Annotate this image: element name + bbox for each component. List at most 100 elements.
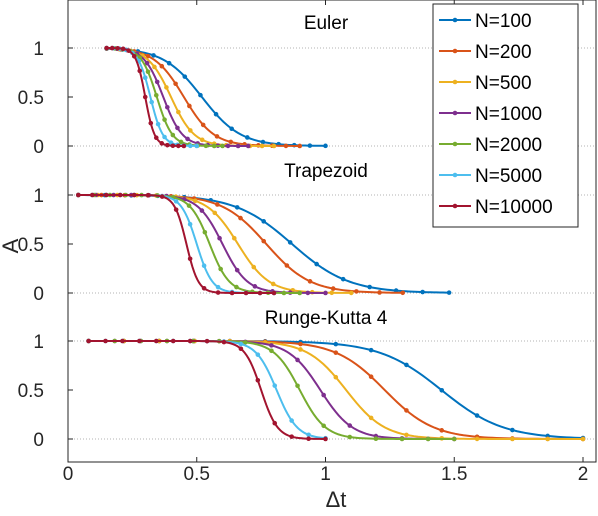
euler-series-n-10000-point (142, 94, 148, 100)
euler-series-n-5000-point (194, 143, 200, 149)
trapezoid-series-n-5000-point (201, 263, 207, 269)
euler-series-n-2000-point (145, 69, 151, 74)
x-tick-label: 1.5 (441, 464, 467, 485)
runge-kutta-4-series-n-5000-point (238, 341, 244, 347)
trapezoid-series-n-500-point (212, 210, 218, 216)
x-tick-label: 0.5 (184, 464, 210, 485)
euler-series-n-1000-point (154, 79, 160, 85)
runge-kutta-4-series-n-10000-point (137, 338, 142, 344)
trapezoid-series-n-200-point (377, 290, 382, 295)
euler-series-n-10000-point (159, 141, 165, 146)
legend-item-n-200-marker (452, 48, 458, 54)
runge-kutta-4-series-n-10000-point (221, 339, 227, 345)
euler-y-tick-label: 1 (33, 39, 44, 60)
trapezoid-series-n-500-point (251, 264, 257, 270)
euler-series-n-200-point (297, 143, 303, 149)
runge-kutta-4-series-n-100-point (510, 427, 515, 433)
runge-kutta-4-y-tick-label: 1 (33, 332, 44, 353)
runge-kutta-4-series-n-100-point (368, 347, 374, 353)
x-tick-label: 1 (320, 464, 331, 485)
trapezoid-series-n-500-point (329, 290, 335, 296)
trapezoid-series-n-200-point (215, 202, 220, 207)
legend-item-n-5000-marker (452, 172, 458, 178)
runge-kutta-4-series-n-100-point (333, 341, 339, 347)
runge-kutta-4-series-n-1000-point (347, 423, 353, 428)
trapezoid-series-n-1000-point (323, 290, 328, 296)
euler-series-n-10000-point (120, 46, 126, 52)
runge-kutta-4-series-n-500-point (580, 436, 586, 442)
euler-series-n-5000-point (142, 75, 148, 80)
trapezoid-series-n-1000-point (252, 284, 258, 289)
runge-kutta-4-series-n-5000-point (306, 432, 311, 438)
euler-series-n-200-point (228, 139, 234, 145)
runge-kutta-4-series-n-10000-point (289, 434, 294, 439)
euler-series-n-10000-point (131, 53, 137, 59)
runge-kutta-4-y-tick-label: 0 (33, 430, 44, 451)
euler-series-n-1000-point (144, 60, 150, 66)
euler-series-n-10000-point (181, 143, 187, 149)
trapezoid-series-n-10000-point (117, 192, 123, 198)
euler-series-n-2000-point (211, 143, 217, 149)
trapezoid-series-n-200-point (284, 263, 290, 268)
runge-kutta-4-series-n-2000-point (451, 436, 457, 442)
trapezoid-series-n-10000-point (201, 285, 207, 291)
runge-kutta-4-series-n-5000-point (255, 352, 261, 357)
runge-kutta-4-series-n-100-point (439, 387, 445, 393)
euler-series-n-200-point (159, 63, 165, 69)
legend-item-n-1000-marker (452, 110, 458, 116)
runge-kutta-4-series-n-500-point (474, 436, 480, 442)
trapezoid-series-n-10000-point (131, 192, 137, 198)
euler-series-n-500-point (176, 109, 181, 115)
runge-kutta-4-series-n-2000-point (373, 436, 379, 442)
euler-series-n-200-point (214, 134, 220, 139)
trapezoid-series-n-200-point (354, 289, 359, 294)
runge-kutta-4-series-n-10000-point (238, 346, 244, 352)
runge-kutta-4-series-n-100-point (474, 413, 480, 418)
euler-series-n-100-point (198, 92, 203, 98)
euler-series-n-100-point (166, 60, 172, 66)
euler-series-n-200-point (283, 143, 289, 149)
trapezoid-series-n-2000-point (186, 203, 192, 208)
runge-kutta-4-series-n-2000-point (321, 423, 326, 429)
runge-kutta-4-series-n-500-point (545, 436, 550, 442)
trapezoid-series-n-5000-point (215, 284, 221, 290)
legend-item-n-2000-marker (452, 141, 458, 147)
trapezoid-series-n-2000-point (202, 229, 208, 235)
trapezoid-series-n-10000-point (89, 192, 95, 198)
trapezoid-series-n-100-point (287, 240, 293, 245)
euler-series-n-1000-point (235, 143, 241, 149)
runge-kutta-4-series-n-2000-point (399, 436, 405, 442)
runge-kutta-4-series-n-2000-point (295, 383, 300, 389)
trapezoid-series-n-1000-point (234, 267, 240, 273)
legend-item-n-100-label: N=100 (475, 11, 532, 32)
runge-kutta-4-series-n-2000-point (243, 340, 248, 345)
x-axis-label: Δt (326, 487, 347, 512)
trapezoid-series-n-10000-point (271, 290, 277, 296)
trapezoid-y-tick-label: 1 (33, 186, 44, 207)
trapezoid-series-n-10000-point (159, 194, 165, 199)
trapezoid-series-n-10000-point (257, 290, 263, 296)
euler-y-tick-label: 0.5 (18, 88, 44, 109)
panel-title-trapezoid: Trapezoid (284, 161, 368, 182)
trapezoid-series-n-200-point (238, 215, 243, 221)
runge-kutta-4-series-n-10000-point (204, 338, 210, 344)
trapezoid-series-n-200-point (261, 238, 267, 244)
runge-kutta-4-series-n-500-point (404, 432, 409, 438)
runge-kutta-4-y-tick-label: 0.5 (18, 381, 44, 402)
trapezoid-series-n-500-point (270, 281, 276, 287)
runge-kutta-4-series-n-2000-point (425, 436, 431, 442)
euler-series-n-200-point (187, 103, 192, 109)
runge-kutta-4-series-n-2000-point (269, 348, 274, 354)
runge-kutta-4-series-n-10000-point (306, 436, 311, 441)
trapezoid-series-n-2000-point (281, 290, 287, 296)
runge-kutta-4-series-n-200-point (298, 341, 303, 347)
euler-series-n-10000-point (165, 142, 170, 148)
trapezoid-series-n-10000-point (187, 256, 193, 262)
legend-item-n-200-label: N=200 (475, 42, 532, 63)
legend-item-n-100-marker (452, 17, 458, 23)
trapezoid-series-n-10000-point (243, 290, 249, 296)
trapezoid-series-n-1000-point (217, 235, 222, 241)
trapezoid-y-tick-label: 0.5 (18, 235, 44, 256)
euler-series-n-10000-point (170, 143, 176, 149)
euler-series-n-5000-point (162, 134, 167, 140)
